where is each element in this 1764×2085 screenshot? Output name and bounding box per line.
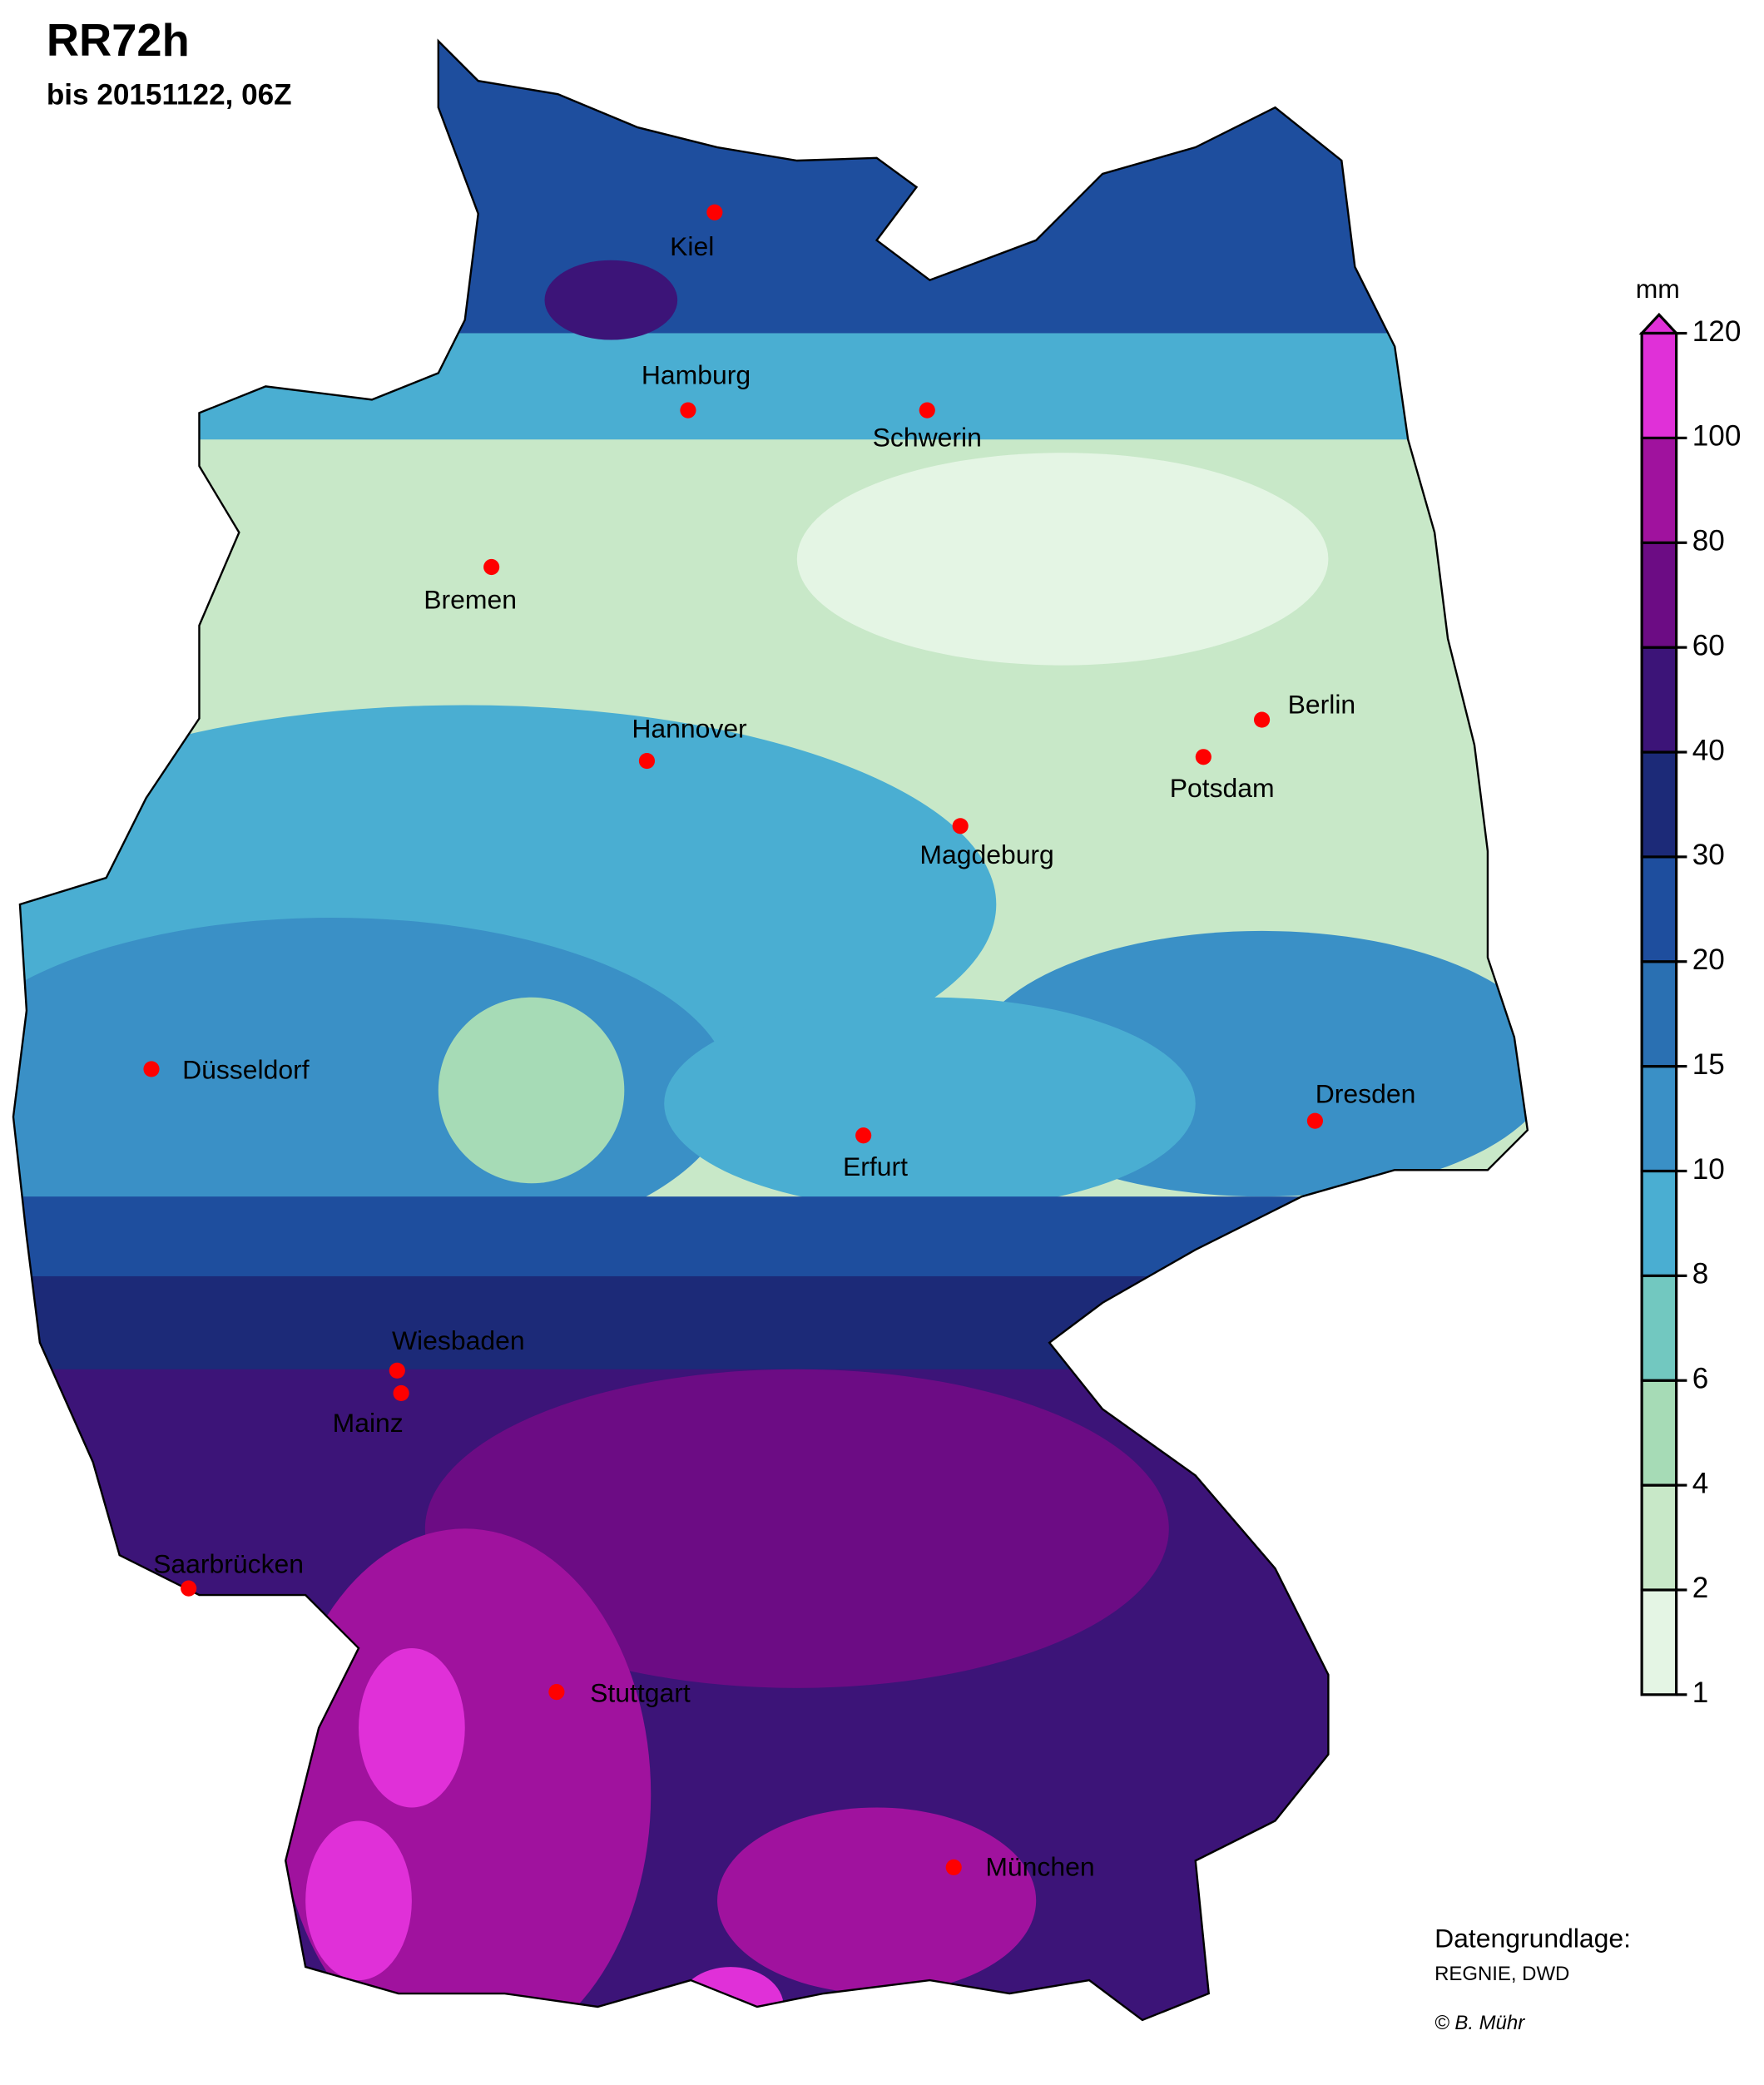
legend-tick-label: 100: [1692, 420, 1742, 453]
city-dot: [1306, 1112, 1323, 1129]
city-label: Düsseldorf: [182, 1055, 310, 1085]
legend-tick-label: 2: [1692, 1572, 1709, 1604]
city-label: Mainz: [333, 1408, 404, 1438]
legend-swatch: [1640, 1169, 1678, 1277]
legend-unit: mm: [1636, 274, 1680, 304]
city-label: Hamburg: [642, 360, 751, 390]
city-label: Kiel: [670, 231, 714, 261]
city-dot: [919, 402, 935, 418]
legend-swatch: [1640, 331, 1678, 439]
legend-swatch: [1640, 541, 1678, 649]
legend-swatch: [1640, 750, 1678, 859]
credit: REGNIE, DWD: [1434, 1963, 1569, 1985]
city-dot: [143, 1061, 160, 1077]
legend-swatch: [1640, 1379, 1678, 1487]
city-dot: [855, 1127, 872, 1144]
legend-tick-label: 60: [1692, 629, 1725, 661]
credit: © B. Mühr: [1434, 2012, 1525, 2034]
city-dot: [680, 402, 696, 418]
legend-tick-label: 6: [1692, 1363, 1709, 1395]
city-label: Berlin: [1288, 690, 1356, 720]
legend-swatch: [1640, 1274, 1678, 1382]
legend-tick-label: 10: [1692, 1153, 1725, 1186]
city-dot: [1253, 711, 1271, 728]
legend-tick-label: 8: [1692, 1258, 1709, 1290]
legend-arrow: [1638, 312, 1680, 335]
city-dot: [548, 1684, 565, 1701]
legend-tick-label: 80: [1692, 525, 1725, 557]
city-dot: [952, 818, 969, 834]
legend-swatch: [1640, 1483, 1678, 1592]
legend-tick-label: 15: [1692, 1048, 1725, 1081]
legend-swatch: [1640, 436, 1678, 544]
legend-swatch: [1640, 646, 1678, 754]
title: RR72h: [47, 15, 190, 66]
credit: Datengrundlage:: [1434, 1924, 1631, 1954]
legend-swatch: [1640, 855, 1678, 963]
legend-tick-label: 30: [1692, 839, 1725, 871]
legend-tick-label: 20: [1692, 943, 1725, 976]
city-label: Dresden: [1316, 1078, 1416, 1108]
city-dot: [389, 1362, 405, 1379]
city-label: Hannover: [632, 713, 747, 743]
city-dot: [638, 752, 656, 770]
city-label: Bremen: [424, 584, 517, 614]
precip-field: [12, 41, 1528, 2020]
city-dot: [393, 1384, 409, 1402]
legend-tick-label: 4: [1692, 1467, 1709, 1499]
city-label: Saarbrücken: [153, 1548, 304, 1578]
city-dot: [706, 204, 723, 220]
subtitle: bis 20151122, 06Z: [47, 79, 292, 111]
city-label: Potsdam: [1170, 773, 1275, 803]
city-label: Schwerin: [873, 423, 982, 453]
city-label: Magdeburg: [919, 839, 1053, 869]
legend-swatch: [1640, 1065, 1678, 1173]
city-dot: [483, 558, 500, 576]
city-dot: [1195, 749, 1212, 765]
city-dot: [181, 1580, 197, 1597]
city-label: Wiesbaden: [392, 1325, 525, 1355]
city-dot: [945, 1859, 962, 1875]
city-label: München: [985, 1851, 1094, 1881]
city-label: Stuttgart: [590, 1677, 691, 1707]
legend-swatch: [1640, 960, 1678, 1068]
city-label: Erfurt: [843, 1151, 908, 1181]
legend-tick-label: 40: [1692, 734, 1725, 766]
legend-tick-label: 120: [1692, 315, 1742, 348]
legend-tick-label: 1: [1692, 1676, 1709, 1709]
legend-swatch: [1640, 1588, 1678, 1696]
